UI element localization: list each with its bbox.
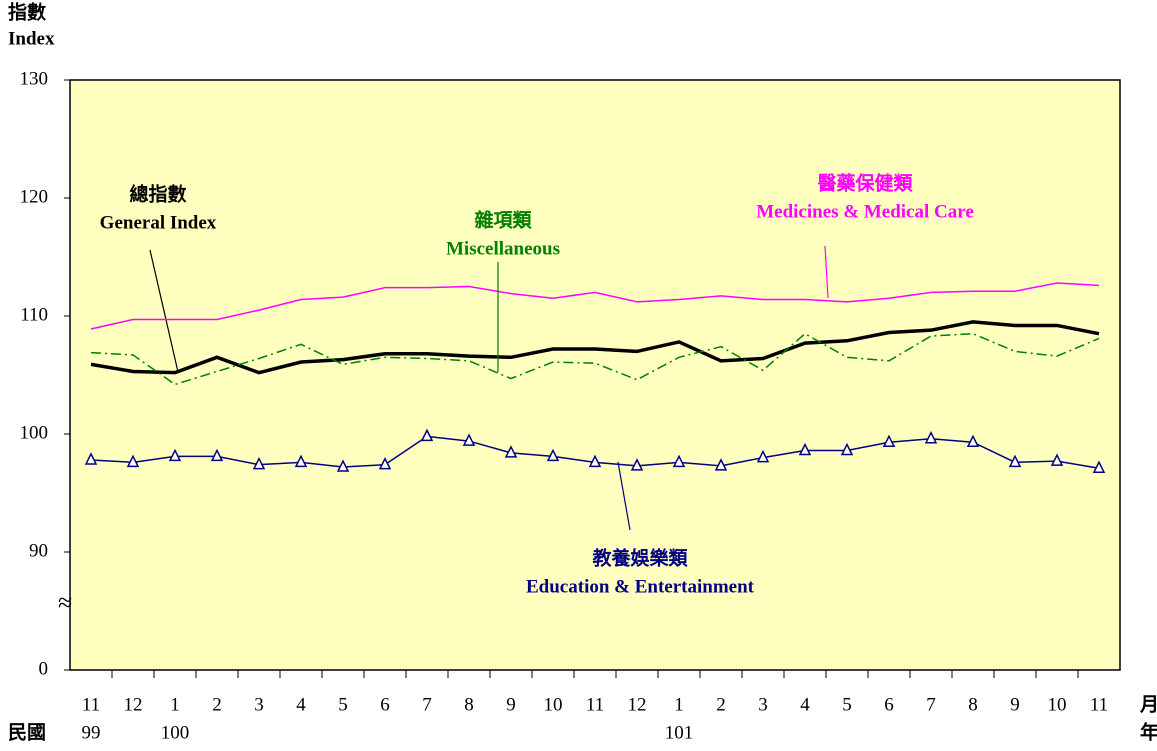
axis-break: ≈ xyxy=(58,588,72,617)
x-tick-label: 7 xyxy=(926,694,936,715)
marker xyxy=(672,454,686,468)
marker xyxy=(210,448,224,462)
marker xyxy=(630,458,644,471)
series-label-en: Medicines & Medical Care xyxy=(756,201,974,222)
marker xyxy=(840,442,854,456)
marker xyxy=(882,434,896,448)
x-tick-label: 12 xyxy=(628,694,647,715)
x-tick-label: 11 xyxy=(82,694,100,715)
year-label: 99 xyxy=(82,722,101,743)
x-tick-label: 11 xyxy=(1090,694,1108,715)
series-line xyxy=(90,282,1100,330)
series-label: 醫藥保健類 xyxy=(817,171,913,194)
series-label-en: Miscellaneous xyxy=(446,238,560,259)
marker xyxy=(420,428,434,442)
marker xyxy=(714,458,728,471)
x-tick-label: 9 xyxy=(506,694,516,715)
x-tick-label: 6 xyxy=(884,694,894,715)
marker xyxy=(924,431,938,444)
x-tick-label: 2 xyxy=(716,694,726,715)
leader-line xyxy=(824,245,829,299)
x-tick-label: 8 xyxy=(968,694,978,715)
y-tick-label: 0 xyxy=(39,658,49,679)
y-tick-label: 110 xyxy=(20,304,48,325)
marker xyxy=(546,448,560,462)
x-tick-label: 1 xyxy=(170,694,180,715)
series-line xyxy=(90,320,1100,375)
marker xyxy=(336,459,350,472)
x-tick-label: 2 xyxy=(212,694,222,715)
series-line xyxy=(90,332,1100,386)
year-label: 100 xyxy=(161,722,190,743)
x-tick-label: 3 xyxy=(254,694,264,715)
marker xyxy=(1092,460,1106,473)
marker xyxy=(294,454,308,468)
y-tick-label: 100 xyxy=(20,422,49,443)
y-label-en: Index xyxy=(8,28,55,49)
marker xyxy=(1050,453,1064,466)
marker xyxy=(126,454,140,468)
x-tick-label: 12 xyxy=(124,694,143,715)
marker xyxy=(168,448,182,462)
x-tick-label: 5 xyxy=(842,694,852,715)
leader-line xyxy=(149,249,179,373)
x-tick-label: 10 xyxy=(544,694,563,715)
plot-area xyxy=(69,79,1121,671)
x-tick-label: 11 xyxy=(586,694,604,715)
series-label-en: Education & Entertainment xyxy=(526,576,755,597)
x-tick-label: 1 xyxy=(674,694,684,715)
x-label-month: 月 xyxy=(1139,694,1157,715)
marker xyxy=(84,452,98,465)
marker xyxy=(756,449,770,463)
marker xyxy=(462,433,476,446)
series-label: 總指數 xyxy=(129,182,186,205)
y-label-zh: 指數 xyxy=(8,1,46,23)
x-tick-label: 7 xyxy=(422,694,432,715)
marker xyxy=(378,457,392,470)
x-label-left: 民國 xyxy=(8,721,46,743)
marker xyxy=(588,454,602,468)
marker xyxy=(966,434,980,448)
y-tick-label: 120 xyxy=(20,186,49,207)
series-label: 雜項類 xyxy=(474,208,532,231)
marker xyxy=(252,457,266,470)
marker xyxy=(798,442,812,456)
x-tick-label: 6 xyxy=(380,694,390,715)
x-tick-label: 8 xyxy=(464,694,474,715)
marker xyxy=(504,445,518,458)
x-tick-label: 9 xyxy=(1010,694,1020,715)
leader-line xyxy=(617,461,631,531)
x-tick-label: 10 xyxy=(1048,694,1067,715)
x-label-year: 年 xyxy=(1140,720,1157,743)
year-label: 101 xyxy=(665,722,694,743)
y-tick-label: 90 xyxy=(29,540,48,561)
x-tick-label: 4 xyxy=(800,694,810,715)
y-tick-label: 130 xyxy=(20,68,49,89)
x-tick-label: 5 xyxy=(338,694,348,715)
marker xyxy=(1008,454,1022,468)
x-tick-label: 3 xyxy=(758,694,768,715)
series-label: 教養娛樂類 xyxy=(592,546,688,569)
series-label-en: General Index xyxy=(100,212,217,233)
x-tick-label: 4 xyxy=(296,694,306,715)
